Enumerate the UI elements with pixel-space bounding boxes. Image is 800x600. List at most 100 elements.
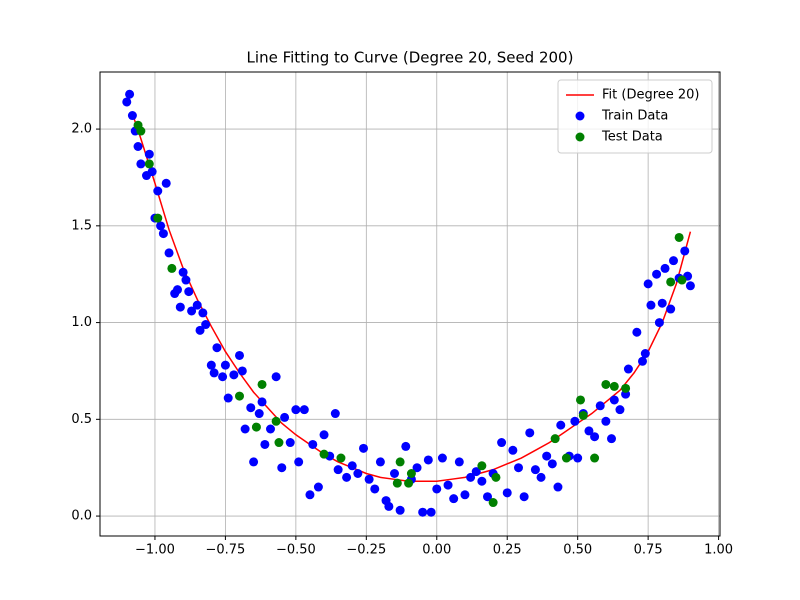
- scatter-point: [294, 457, 304, 467]
- scatter-point: [471, 467, 481, 477]
- scatter-point: [632, 327, 642, 337]
- scatter-point: [156, 221, 166, 231]
- scatter-point: [319, 449, 329, 459]
- legend-label: Train Data: [601, 109, 668, 124]
- scatter-point: [370, 484, 380, 494]
- scatter-point: [483, 492, 492, 502]
- scatter-point: [556, 420, 566, 430]
- scatter-point: [305, 490, 315, 500]
- scatter-point: [195, 325, 205, 335]
- scatter-point: [257, 397, 267, 407]
- scatter-point: [666, 277, 676, 287]
- scatter-point: [601, 416, 611, 426]
- scatter-point: [584, 426, 594, 436]
- scatter-point: [423, 455, 433, 465]
- scatter-point: [573, 453, 583, 463]
- x-tick-label: 0.25: [493, 543, 522, 558]
- scatter-point: [336, 453, 346, 463]
- scatter-point: [158, 229, 168, 239]
- scatter-point: [640, 349, 650, 359]
- scatter-point: [198, 308, 208, 318]
- scatter-point: [187, 306, 197, 316]
- scatter-point: [590, 453, 600, 463]
- scatter-point: [201, 320, 211, 330]
- scatter-point: [161, 178, 171, 188]
- scatter-point: [260, 439, 270, 449]
- scatter-point: [122, 97, 132, 107]
- scatter-point: [364, 474, 374, 484]
- scatter-point: [418, 507, 428, 517]
- scatter-point: [246, 403, 256, 413]
- scatter-point: [319, 430, 329, 440]
- scatter-point: [412, 463, 422, 473]
- scatter-point: [342, 472, 352, 482]
- scatter-point: [432, 484, 442, 494]
- scatter-point: [609, 395, 619, 405]
- scatter-point: [623, 364, 633, 374]
- scatter-point: [223, 393, 233, 403]
- y-tick-label: 2.0: [71, 122, 92, 137]
- scatter-point: [249, 457, 259, 467]
- scatter-point: [621, 383, 631, 393]
- scatter-point: [136, 126, 146, 136]
- scatter-point: [525, 428, 535, 438]
- scatter-point: [514, 463, 523, 473]
- scatter-point: [164, 248, 174, 258]
- scatter-point: [125, 89, 135, 99]
- scatter-point: [491, 472, 501, 482]
- scatter-point: [466, 472, 476, 482]
- scatter-point: [390, 469, 399, 479]
- scatter-point: [536, 472, 546, 482]
- scatter-point: [601, 379, 611, 389]
- scatter-point: [404, 478, 414, 488]
- scatter-point: [508, 445, 518, 455]
- scatter-point: [638, 356, 647, 366]
- legend-swatch: [575, 111, 585, 121]
- scatter-point: [206, 360, 216, 370]
- scatter-point: [609, 381, 619, 391]
- scatter-point: [136, 159, 146, 169]
- scatter-point: [406, 469, 416, 479]
- scatter-point: [271, 372, 281, 382]
- scatter-point: [590, 432, 600, 442]
- x-tick-label: −0.25: [346, 543, 386, 558]
- scatter-point: [175, 302, 185, 312]
- scatter-point: [266, 424, 275, 434]
- scatter-point: [212, 343, 222, 353]
- scatter-point: [313, 482, 323, 492]
- x-tick-label: 0.75: [634, 543, 663, 558]
- scatter-point: [167, 263, 177, 273]
- scatter-point: [277, 463, 287, 473]
- scatter-point: [666, 304, 676, 314]
- scatter-point: [654, 318, 664, 328]
- scatter-point: [384, 501, 394, 511]
- scatter-point: [437, 453, 447, 463]
- scatter-point: [285, 438, 295, 448]
- scatter-point: [127, 111, 137, 121]
- scatter-point: [333, 465, 343, 475]
- x-tick-label: 0.50: [563, 543, 592, 558]
- legend-label: Test Data: [601, 130, 663, 145]
- legend-box: [557, 79, 713, 154]
- scatter-point: [660, 263, 670, 273]
- scatter-point: [426, 507, 436, 517]
- scatter-point: [550, 434, 560, 444]
- scatter-point: [181, 275, 191, 285]
- scatter-point: [646, 300, 656, 310]
- scatter-point: [392, 478, 402, 488]
- scatter-point: [615, 405, 625, 415]
- scatter-point: [308, 439, 318, 449]
- scatter-point: [153, 186, 163, 196]
- scatter-point: [674, 232, 684, 242]
- scatter-point: [220, 360, 230, 370]
- scatter-point: [192, 300, 202, 310]
- scatter-point: [240, 424, 250, 434]
- scatter-point: [477, 461, 487, 471]
- scatter-point: [530, 465, 540, 475]
- y-tick-label: 1.0: [71, 315, 92, 330]
- plot-frame: [99, 71, 721, 537]
- scatter-point: [153, 213, 163, 223]
- scatter-point: [578, 410, 588, 420]
- scatter-point: [144, 159, 154, 169]
